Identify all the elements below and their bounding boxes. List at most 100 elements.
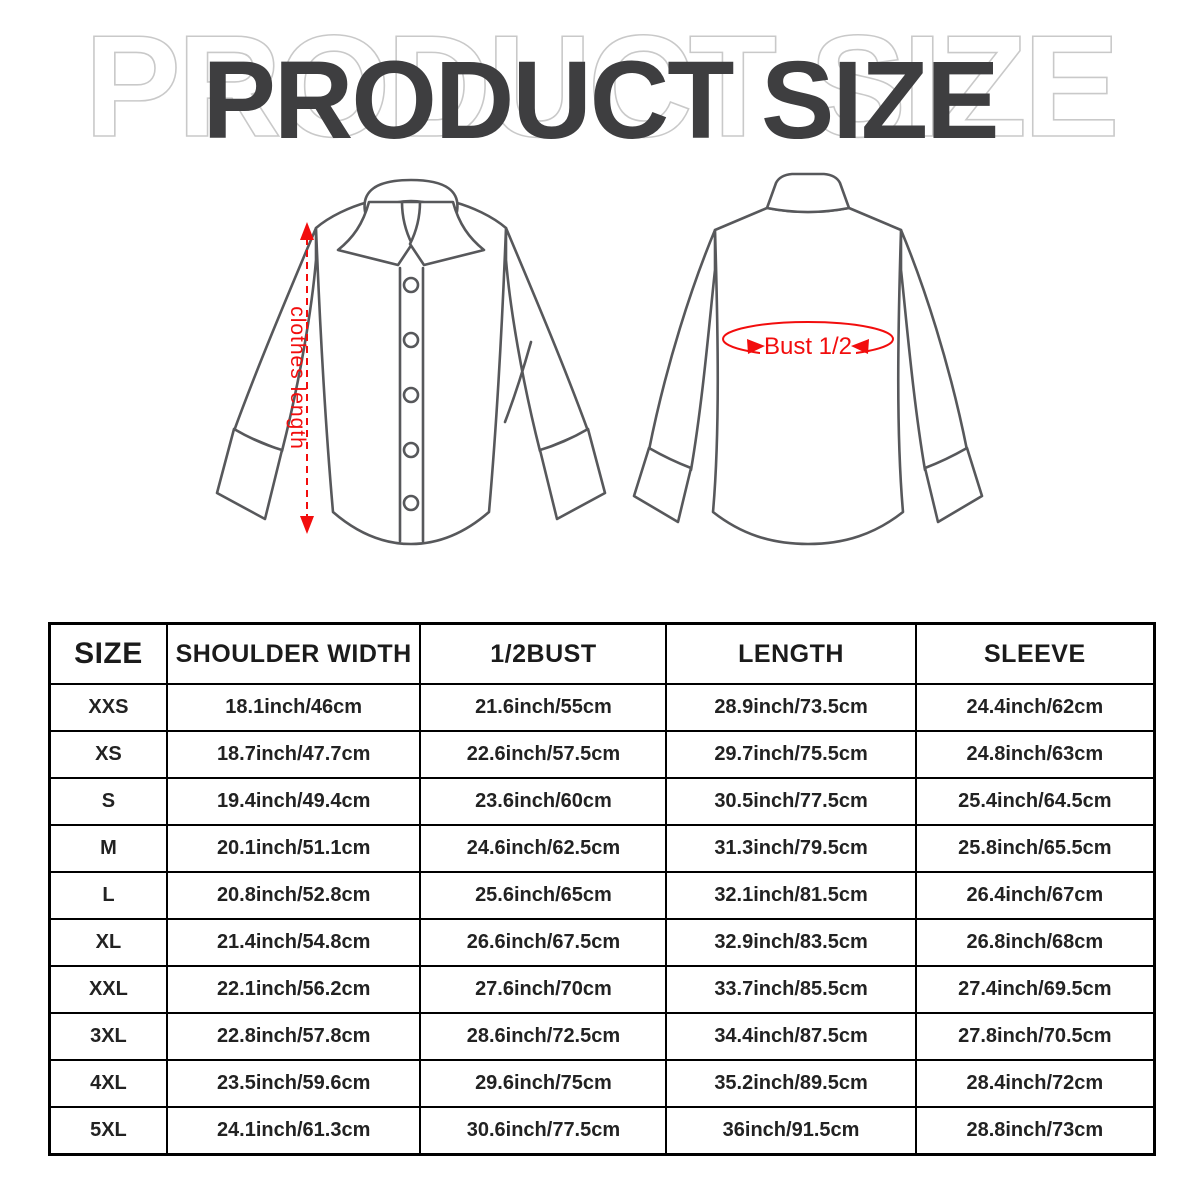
table-row: L 20.8inch/52.8cm 25.6inch/65cm 32.1inch/81… [48,871,1156,920]
size-value: 30.6inch/77.5cm [419,1106,668,1156]
arrow-right-icon [747,339,765,354]
bust-annotation: Bust 1/2 [722,321,894,360]
clothes-length-label: clothes length [286,306,309,450]
back-left-sleeve [647,228,717,472]
size-value: 26.4inch/67cm [914,871,1156,920]
size-value: 22.6inch/57.5cm [419,730,668,779]
size-table-header-cell: SIZE [48,622,168,685]
size-value: 21.6inch/55cm [419,683,668,732]
size-table-header-cell: LENGTH [665,622,917,685]
size-value: 30.5inch/77.5cm [665,777,917,826]
arrow-down-icon [300,516,314,534]
size-value: 24.4inch/62cm [914,683,1156,732]
size-table-header-cell: SHOULDER WIDTH [165,622,422,685]
back-collar-band [765,172,851,214]
size-label: XS [48,730,168,779]
size-table: SIZE SHOULDER WIDTH 1/2BUST LENGTH SLEEVE XX… [48,622,1156,1156]
table-row: 5XL 24.1inch/61.3cm 30.6inch/77.5cm 36inch/… [48,1106,1156,1156]
front-collar-left-leaf [336,200,414,267]
front-placket [398,266,425,543]
button [402,386,420,404]
size-value: 26.6inch/67.5cm [419,918,668,967]
size-value: 19.4inch/49.4cm [165,777,422,826]
size-value: 32.1inch/81.5cm [665,871,917,920]
size-value: 31.3inch/79.5cm [665,824,917,873]
table-row: XL 21.4inch/54.8cm 26.6inch/67.5cm 32.9inch… [48,918,1156,967]
size-value: 20.1inch/51.1cm [165,824,422,873]
size-value: 29.7inch/75.5cm [665,730,917,779]
size-value: 24.1inch/61.3cm [165,1106,422,1156]
size-value: 28.8inch/73cm [914,1106,1156,1156]
size-value: 26.8inch/68cm [914,918,1156,967]
size-value: 27.8inch/70.5cm [914,1012,1156,1061]
back-shirt-figure: Bust 1/2 [632,172,984,546]
button [402,494,420,512]
size-label: 5XL [48,1106,168,1156]
size-value: 34.4inch/87.5cm [665,1012,917,1061]
size-value: 28.6inch/72.5cm [419,1012,668,1061]
size-table-head: SIZE SHOULDER WIDTH 1/2BUST LENGTH SLEEVE [48,622,1156,685]
button [402,441,420,459]
size-value: 20.8inch/52.8cm [165,871,422,920]
size-label: S [48,777,168,826]
bust-label: Bust 1/2 [764,333,852,360]
back-body [711,206,905,546]
size-label: L [48,871,168,920]
front-collar-right-leaf [408,200,486,267]
size-value: 33.7inch/85.5cm [665,965,917,1014]
size-value: 36inch/91.5cm [665,1106,917,1156]
front-buttons [402,276,420,512]
size-table-body: XXS 18.1inch/46cm 21.6inch/55cm 28.9inch/73… [48,683,1156,1156]
table-row: XXL 22.1inch/56.2cm 27.6inch/70cm 33.7inch/… [48,965,1156,1014]
size-label: 4XL [48,1059,168,1108]
back-right-sleeve [899,228,969,472]
size-value: 27.6inch/70cm [419,965,668,1014]
size-value: 29.6inch/75cm [419,1059,668,1108]
size-value: 25.8inch/65.5cm [914,824,1156,873]
size-table-header-cell: 1/2BUST [419,622,668,685]
size-value: 22.1inch/56.2cm [165,965,422,1014]
table-row: S 19.4inch/49.4cm 23.6inch/60cm 30.5inch/77… [48,777,1156,826]
back-right-cuff [923,446,984,524]
size-value: 35.2inch/89.5cm [665,1059,917,1108]
shirt-diagrams: clothes length Bust 1/2 [215,172,984,546]
front-shirt-figure: clothes length [215,178,607,546]
size-value: 27.4inch/69.5cm [914,965,1156,1014]
size-label: XL [48,918,168,967]
clothes-length-annotation: clothes length [286,222,314,534]
arrow-left-icon [851,339,869,354]
page-title: PRODUCT SIZE [202,39,1000,162]
size-label: 3XL [48,1012,168,1061]
title-ghost-outline: PRODUCT SIZE [83,5,1120,167]
front-body [314,200,508,546]
front-right-cuff [538,427,607,521]
table-row: 3XL 22.8inch/57.8cm 28.6inch/72.5cm 34.4inc… [48,1012,1156,1061]
size-value: 24.6inch/62.5cm [419,824,668,873]
button [402,276,420,294]
size-value: 25.4inch/64.5cm [914,777,1156,826]
size-value: 28.9inch/73.5cm [665,683,917,732]
size-value: 28.4inch/72cm [914,1059,1156,1108]
size-label: XXS [48,683,168,732]
size-value: 21.4inch/54.8cm [165,918,422,967]
back-left-cuff [632,446,693,524]
size-value: 22.8inch/57.8cm [165,1012,422,1061]
size-value: 18.1inch/46cm [165,683,422,732]
bust-label-backing [760,331,856,358]
size-value: 23.6inch/60cm [419,777,668,826]
arrow-up-icon [300,222,314,240]
front-right-sleeve [504,226,590,453]
table-row: 4XL 23.5inch/59.6cm 29.6inch/75cm 35.2inch/… [48,1059,1156,1108]
size-table-header-cell: SLEEVE [914,622,1156,685]
front-left-cuff [215,427,284,521]
front-right-sleeve-crease [503,340,533,424]
table-row: M 20.1inch/51.1cm 24.6inch/62.5cm 31.3inch/… [48,824,1156,873]
table-row: XXS 18.1inch/46cm 21.6inch/55cm 28.9inch/73… [48,683,1156,732]
size-label: XXL [48,965,168,1014]
size-value: 24.8inch/63cm [914,730,1156,779]
size-value: 18.7inch/47.7cm [165,730,422,779]
button [402,331,420,349]
size-table-header-row: SIZE SHOULDER WIDTH 1/2BUST LENGTH SLEEVE [48,622,1156,685]
table-row: XS 18.7inch/47.7cm 22.6inch/57.5cm 29.7inch… [48,730,1156,779]
